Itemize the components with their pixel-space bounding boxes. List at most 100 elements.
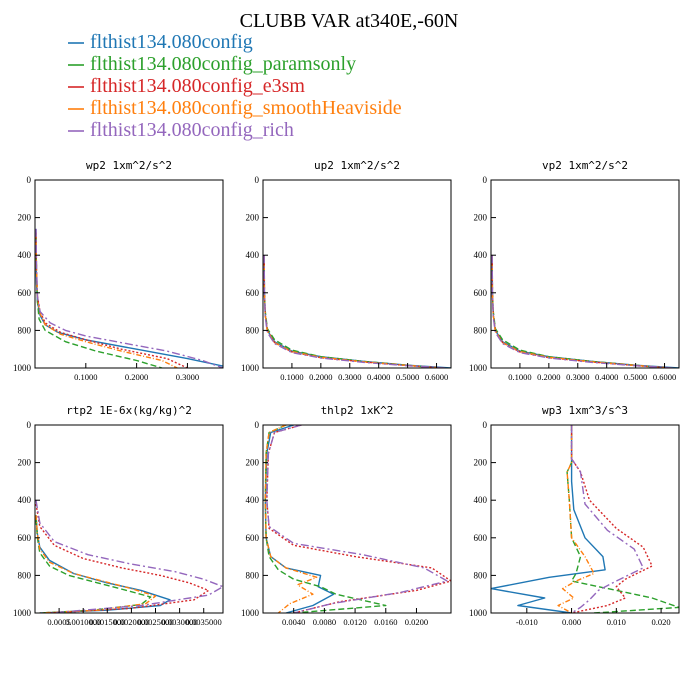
y-tick-label: 0 [255,420,260,430]
panel-1: up2 1xm^2/s^2 0 200 400 600 800 1000 0.1000 0.20… [241,159,452,382]
x-tick-label: 0.0040 [282,617,305,627]
y-tick-label: 600 [246,533,260,543]
x-tick-label: 0.5000 [624,372,647,382]
plot-frame [34,179,224,369]
series-group [263,255,451,368]
panel-title: wp3 1xm^3/s^3 [542,404,628,417]
series-group [35,228,223,368]
legend: flthist134.080configflthist134.080config… [68,31,402,141]
x-tick-label: 0.0025000 [137,617,173,627]
y-tick-label: 1000 [13,608,32,618]
y-tick-label: 400 [246,250,260,260]
plot-frame [490,179,680,369]
series-line-1 [35,518,152,613]
x-tick-label: -0.010 [516,617,538,627]
y-tick-label: 1000 [469,608,488,618]
x-tick-label: 0.0160 [374,617,397,627]
y-tick-label: 800 [474,570,488,580]
series-line-4 [35,500,223,613]
series-line-2 [266,425,451,613]
x-tick-label: 0.0080 [313,617,336,627]
panel-2: vp2 1xm^2/s^2 0 200 400 600 800 1000 0.1000 0.20… [469,159,680,382]
y-tick-label: 1000 [469,363,488,373]
series-line-2 [570,425,653,613]
y-tick-label: 200 [18,458,32,468]
series-line-3 [35,515,157,613]
x-tick-label: 0.0030000 [162,617,198,627]
panel-title: rtp2 1E-6x(kg/kg)^2 [66,404,192,417]
series-group [491,425,679,613]
panel-title: vp2 1xm^2/s^2 [542,159,628,172]
y-tick-label: 600 [246,288,260,298]
legend-label-2: flthist134.080config_e3sm [90,75,305,97]
x-tick-label: 0.0200 [405,617,428,627]
x-tick-label: 0.2000 [537,372,560,382]
y-tick-label: 1000 [13,363,32,373]
x-tick-label: 0.1000 [74,372,97,382]
x-tick-label: 0.0005 [47,617,70,627]
x-tick-label: 0.0020000 [113,617,149,627]
plot-frame [262,424,452,614]
legend-label-4: flthist134.080config_rich [90,119,294,141]
series-line-4 [35,228,223,368]
panels: wp2 1xm^2/s^2 0 200 400 600 800 1000 0.1000 0.20… [13,159,680,627]
series-line-1 [264,425,387,613]
panel-3: rtp2 1E-6x(kg/kg)^2 0 200 400 600 800 1000 0.00… [13,404,224,627]
y-tick-label: 800 [474,325,488,335]
series-line-3 [264,425,318,613]
series-group [491,255,679,368]
panel-0: wp2 1xm^2/s^2 0 200 400 600 800 1000 0.1000 0.20… [13,159,224,382]
y-tick-label: 800 [246,570,260,580]
x-tick-label: 0.4000 [367,372,390,382]
x-tick-label: 0.6000 [425,372,448,382]
y-tick-label: 600 [474,288,488,298]
x-tick-label: 0.020 [652,617,671,627]
legend-label-3: flthist134.080config_smoothHeaviside [90,97,402,119]
y-tick-label: 400 [18,250,32,260]
series-line-0 [263,255,451,368]
panel-5: wp3 1xm^3/s^3 0 200 400 600 800 1000 -0.010 0.00… [469,404,680,627]
y-tick-label: 1000 [241,608,260,618]
series-line-2 [35,503,210,613]
x-tick-label: 0.0015000 [89,617,125,627]
legend-label-1: flthist134.080config_paramsonly [90,53,356,75]
panel-title: up2 1xm^2/s^2 [314,159,400,172]
y-tick-label: 400 [474,495,488,505]
series-line-0 [35,228,223,367]
panel-4: thlp2 1xK^2 0 200 400 600 800 1000 0.0040 0.0080… [241,404,452,627]
series-line-4 [266,425,448,613]
x-tick-label: 0.0035000 [186,617,222,627]
y-tick-label: 800 [246,325,260,335]
plot-frame [490,424,680,614]
series-line-4 [491,255,674,368]
series-line-3 [35,232,178,368]
series-group [264,425,451,613]
y-tick-label: 400 [246,495,260,505]
y-tick-label: 800 [18,325,32,335]
x-tick-label: 0.1000 [280,372,303,382]
panel-title: thlp2 1xK^2 [321,404,394,417]
figure-title: CLUBB VAR at340E,-60N [240,10,459,32]
y-tick-label: 200 [246,213,260,223]
y-tick-label: 0 [483,420,488,430]
y-tick-label: 200 [474,458,488,468]
y-tick-label: 600 [18,533,32,543]
series-line-0 [491,425,606,613]
y-tick-label: 800 [18,570,32,580]
x-tick-label: 0.000 [562,617,581,627]
x-tick-label: 0.1000 [508,372,531,382]
y-tick-label: 200 [474,213,488,223]
x-tick-label: 0.5000 [396,372,419,382]
x-tick-label: 0.6000 [653,372,676,382]
y-tick-label: 400 [18,495,32,505]
series-line-0 [491,255,679,368]
plot-frame [34,424,224,614]
series-line-2 [35,232,188,368]
x-tick-label: 0.0120 [343,617,366,627]
series-line-1 [566,425,679,613]
series-line-3 [557,425,595,613]
x-tick-label: 0.3000 [176,372,199,382]
y-tick-label: 1000 [241,363,260,373]
y-tick-label: 0 [255,175,260,185]
